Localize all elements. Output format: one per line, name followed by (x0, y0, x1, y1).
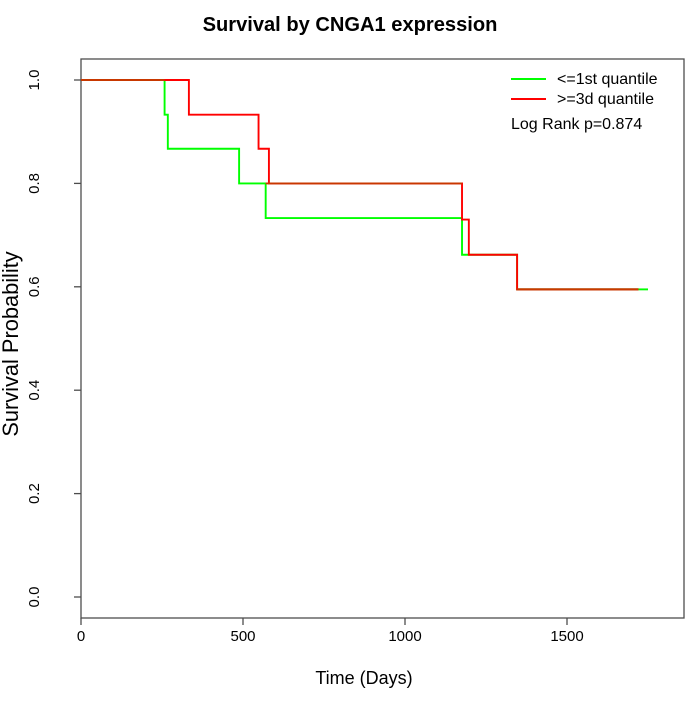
svg-text:1000: 1000 (388, 628, 421, 645)
svg-text:Time (Days): Time (Days) (315, 668, 412, 688)
svg-text:0.6: 0.6 (26, 276, 43, 297)
svg-text:500: 500 (230, 628, 255, 645)
svg-text:0.2: 0.2 (26, 483, 43, 504)
svg-text:1500: 1500 (550, 628, 583, 645)
svg-text:<=1st quantile: <=1st quantile (557, 71, 658, 88)
svg-text:>=3d quantile: >=3d quantile (557, 91, 654, 108)
svg-text:0: 0 (77, 628, 85, 645)
svg-text:0.0: 0.0 (26, 587, 43, 608)
svg-text:0.4: 0.4 (26, 380, 43, 401)
svg-text:Survival Probability: Survival Probability (0, 251, 23, 436)
svg-text:Log Rank p=0.874: Log Rank p=0.874 (511, 116, 642, 133)
svg-text:1.0: 1.0 (26, 70, 43, 91)
svg-text:Survival by CNGA1 expression: Survival by CNGA1 expression (203, 14, 498, 36)
svg-text:0.8: 0.8 (26, 173, 43, 194)
